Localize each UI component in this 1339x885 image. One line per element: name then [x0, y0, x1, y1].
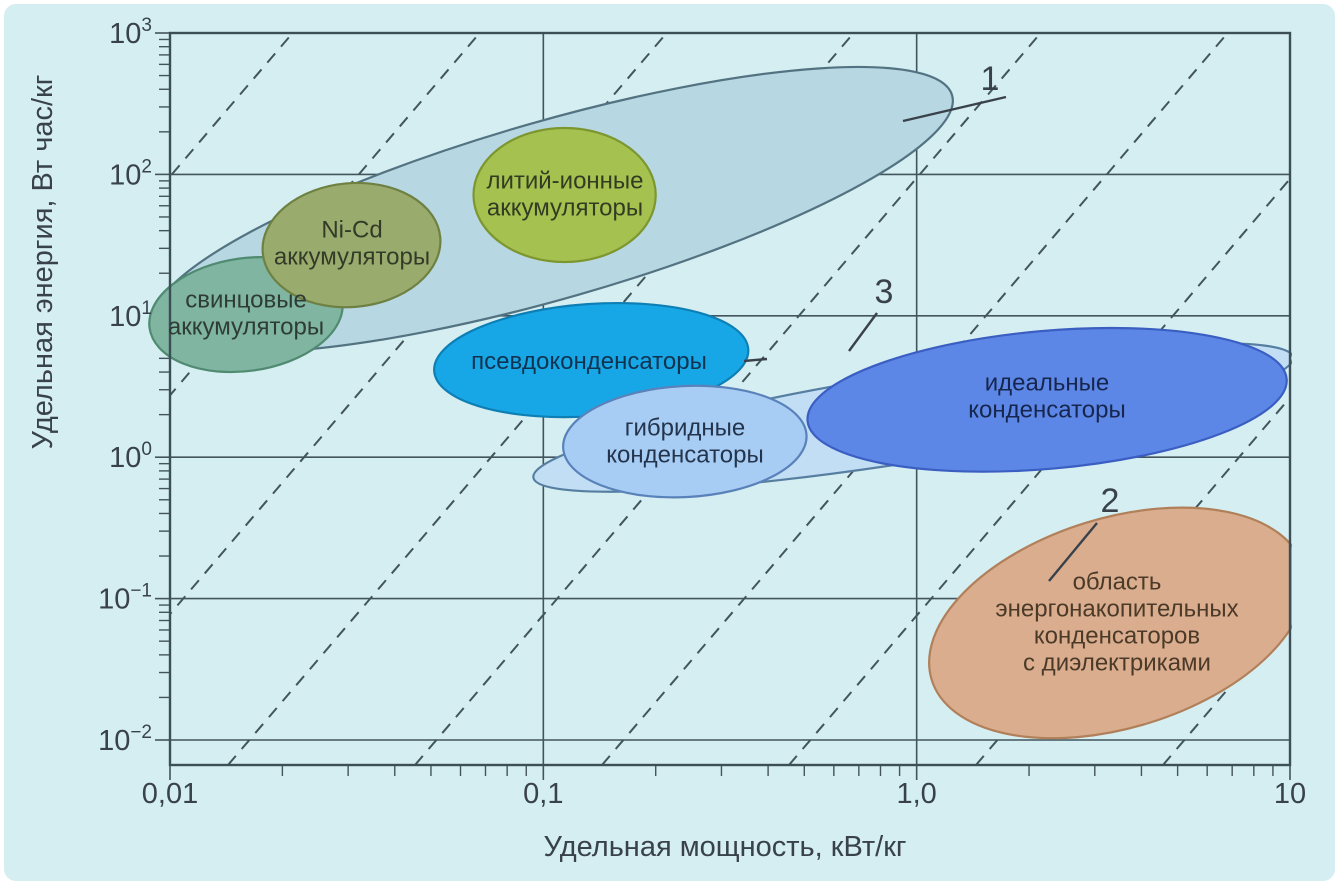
time-guide-line — [170, 33, 294, 179]
region-label-dielectric-capacitors-region: область энергонакопительных конденсаторов с… — [995, 569, 1238, 677]
y-tick-exponent: 2 — [141, 156, 152, 177]
y-tick-exponent: 3 — [141, 15, 152, 36]
region-label-line: аккумуляторы — [487, 195, 643, 222]
time-guide-line — [601, 33, 1229, 765]
y-tick-exponent: −1 — [130, 581, 152, 602]
region-label-line: псевдоконденсаторы — [471, 348, 707, 375]
callout-line-1 — [902, 95, 1007, 123]
callout-line-dash — [743, 357, 768, 363]
y-tick-base: 10 — [98, 584, 130, 616]
region-label-line: свинцовые — [185, 287, 307, 314]
region-label-line: Ni-Cd — [321, 217, 382, 244]
region-li-ion-batteries — [472, 126, 657, 264]
y-tick-label: 102 — [109, 156, 152, 191]
region-label-line: гибридные — [625, 415, 746, 442]
region-label-line: идеальные — [985, 370, 1109, 397]
callout-line-3 — [848, 312, 878, 352]
x-axis-title: Удельная мощность, кВт/кг — [544, 831, 907, 863]
y-tick-label: 100 — [109, 439, 152, 474]
region-ni-cd-batteries — [261, 181, 442, 309]
y-tick-base: 10 — [109, 159, 141, 191]
callout-line-2 — [1048, 522, 1098, 582]
chart-regions — [148, 65, 1292, 740]
region-label-li-ion-batteries: литий-ионные аккумуляторы — [486, 168, 643, 222]
region-label-pseudocapacitors: псевдоконденсаторы — [471, 348, 707, 375]
region-label-hybrid-capacitors: гибридные конденсаторы — [606, 415, 763, 469]
y-tick-base: 10 — [109, 18, 141, 50]
time-guide-line — [170, 33, 481, 397]
x-tick-label: 0,1 — [523, 778, 563, 810]
region-label-line: конденсаторы — [968, 397, 1125, 424]
y-tick-base: 10 — [98, 725, 130, 757]
y-tick-label: 103 — [109, 15, 152, 50]
plot-frame — [168, 31, 1292, 767]
region-label-lead-acid-batteries: свинцовые аккумуляторы — [168, 287, 324, 341]
y-tick-exponent: −2 — [130, 722, 152, 743]
y-tick-base: 10 — [109, 442, 141, 474]
region-label-line: аккумуляторы — [274, 244, 430, 271]
y-tick-label: 10−2 — [98, 722, 152, 757]
region-label-line: аккумуляторы — [168, 314, 324, 341]
region-label-line: конденсаторы — [606, 442, 763, 469]
y-tick-exponent: 1 — [141, 298, 152, 319]
region-dielectric-capacitors-region — [928, 506, 1292, 740]
region-label-ni-cd-batteries: Ni-Cd аккумуляторы — [274, 217, 430, 271]
x-tick-label: 0,01 — [142, 778, 198, 810]
region-hybrid-capacitors — [562, 384, 808, 499]
region-label-line: конденсаторов — [1034, 623, 1200, 650]
region-label-ideal-capacitors: идеальные конденсаторы — [968, 370, 1125, 424]
plot-border — [168, 31, 1292, 767]
y-axis-title: Удельная энергия, Вт час/кг — [27, 75, 59, 450]
y-tick-base: 10 — [109, 301, 141, 333]
y-tick-label: 101 — [109, 298, 152, 333]
time-guide-line — [414, 33, 1042, 765]
callout-number-3: 3 — [875, 273, 894, 311]
region-label-line: с диэлектриками — [1023, 650, 1211, 677]
y-tick-label: 10−1 — [98, 581, 152, 616]
region-label-line: литий-ионные — [486, 168, 643, 195]
x-tick-label: 10 — [1274, 778, 1306, 810]
region-callouts: 1 3 2 — [743, 60, 1120, 582]
region-label-line: область — [1073, 569, 1162, 596]
x-tick-label: 1,0 — [897, 778, 937, 810]
region-label-line: энергонакопительных — [995, 596, 1238, 623]
callout-number-1: 1 — [981, 60, 1000, 98]
region-ideal-capacitors — [806, 326, 1288, 473]
y-tick-exponent: 0 — [141, 439, 152, 460]
callout-number-2: 2 — [1101, 482, 1120, 520]
